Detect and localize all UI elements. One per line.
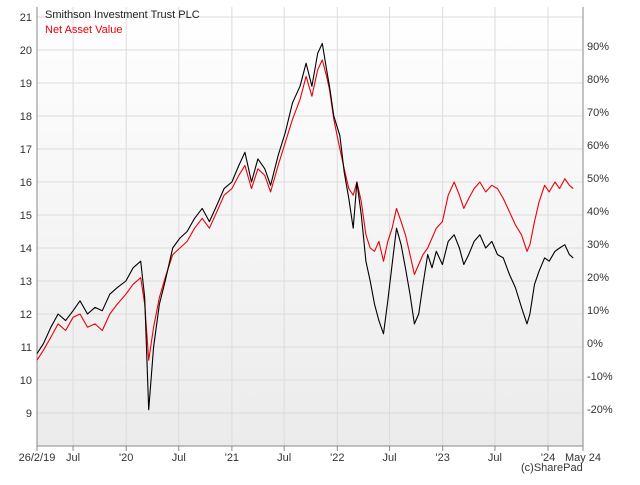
y2-axis-tick-label: 70% [587, 107, 609, 119]
x-axis-tick-label: '24 [541, 452, 555, 464]
x-axis-tick-label: '22 [330, 452, 344, 464]
y2-axis-tick-label: 20% [587, 272, 609, 284]
x-axis-tick-label: 26/2/19 [19, 452, 56, 464]
y2-axis-tick-label: 50% [587, 173, 609, 185]
y-axis-tick-label: 9 [26, 408, 32, 420]
y2-axis-tick-label: 80% [587, 74, 609, 86]
copyright-label: (c)SharePad [521, 462, 583, 474]
legend-series-nav: Net Asset Value [45, 24, 123, 36]
y2-axis-tick-label: 40% [587, 206, 609, 218]
y2-axis-tick-label: 10% [587, 305, 609, 317]
y2-axis-tick-label: 0% [587, 338, 603, 350]
y-axis-tick-label: 20 [20, 45, 32, 57]
y2-axis-tick-label: 30% [587, 239, 609, 251]
y-axis-tick-label: 18 [20, 111, 32, 123]
x-axis-tick-label: Jul [66, 452, 80, 464]
y-axis-tick-label: 21 [20, 12, 32, 24]
series-line-share-price [36, 42, 574, 411]
y2-axis-tick-label: 90% [587, 41, 609, 53]
x-axis-tick-label: '20 [119, 452, 133, 464]
y2-axis-tick-label: 60% [587, 140, 609, 152]
y-axis-tick-label: 13 [20, 276, 32, 288]
x-axis-tick-label: '21 [225, 452, 239, 464]
y2-axis-tick-label: -10% [587, 371, 613, 383]
legend-series-share-price: Smithson Investment Trust PLC [45, 9, 200, 21]
x-axis-tick-label: Jul [277, 452, 291, 464]
y-axis-tick-label: 10 [20, 375, 32, 387]
y2-axis-tick-label: -20% [587, 404, 613, 416]
x-axis-tick-label: '23 [436, 452, 450, 464]
y-axis-tick-label: 12 [20, 309, 32, 321]
y-axis-tick-label: 17 [20, 144, 32, 156]
x-axis-tick-label: Jul [488, 452, 502, 464]
y-axis-tick-label: 14 [20, 243, 32, 255]
x-axis-tick-label: Jul [172, 452, 186, 464]
x-axis-tick-label: May 24 [565, 452, 601, 464]
y-axis-tick-label: 19 [20, 78, 32, 90]
y-axis-tick-label: 16 [20, 177, 32, 189]
y-axis-tick-label: 15 [20, 210, 32, 222]
y-axis-tick-label: 11 [21, 342, 32, 354]
x-axis-tick-label: Jul [383, 452, 397, 464]
